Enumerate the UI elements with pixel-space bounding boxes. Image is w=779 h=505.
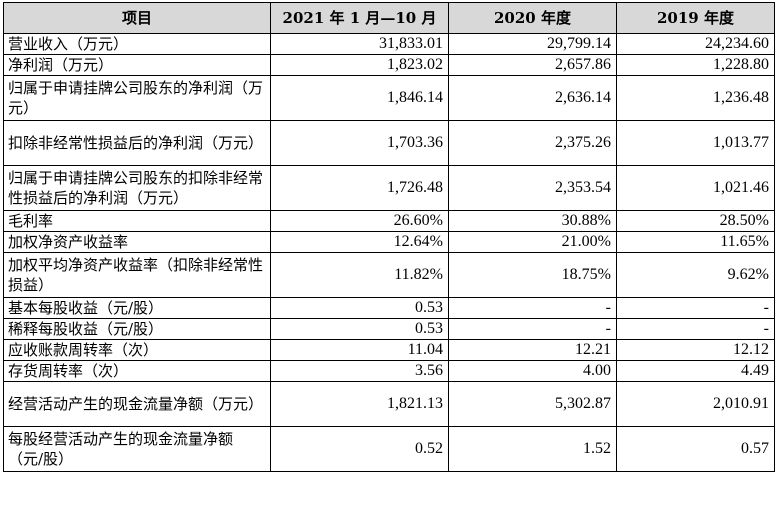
table-row: 营业收入（万元） 31,833.01 29,799.14 24,234.60 — [3, 33, 775, 55]
value-2019: 9.62% — [616, 252, 775, 298]
value-2019: 1,236.48 — [616, 75, 775, 121]
row-label: 归属于申请挂牌公司股东的净利润（万元） — [3, 75, 271, 121]
value-2021: 11.04 — [270, 339, 449, 361]
value-2019: 1,013.77 — [616, 120, 775, 166]
value-2021: 26.60% — [270, 210, 449, 232]
value-2020: 29,799.14 — [448, 33, 617, 55]
row-label: 营业收入（万元） — [3, 33, 271, 55]
value-2020: 18.75% — [448, 252, 617, 298]
value-2019: - — [616, 318, 775, 340]
value-2019: 24,234.60 — [616, 33, 775, 55]
row-label: 加权净资产收益率 — [3, 231, 271, 253]
value-2021: 0.53 — [270, 318, 449, 340]
row-label: 净利润（万元） — [3, 54, 271, 76]
row-label: 扣除非经常性损益后的净利润（万元） — [3, 120, 271, 166]
value-2021: 12.64% — [270, 231, 449, 253]
table-row: 净利润（万元） 1,823.02 2,657.86 1,228.80 — [3, 54, 775, 76]
value-2020: 4.00 — [448, 360, 617, 382]
header-2021: 2021 年 1 月—10 月 — [270, 2, 449, 34]
table-row: 应收账款周转率（次） 11.04 12.21 12.12 — [3, 339, 775, 361]
table-row: 每股经营活动产生的现金流量净额（元/股） 0.52 1.52 0.57 — [3, 426, 775, 472]
table-row: 归属于申请挂牌公司股东的净利润（万元） 1,846.14 2,636.14 1,… — [3, 75, 775, 121]
table-row: 加权平均净资产收益率（扣除非经常性损益） 11.82% 18.75% 9.62% — [3, 252, 775, 298]
row-label: 稀释每股收益（元/股） — [3, 318, 271, 340]
value-2019: 1,228.80 — [616, 54, 775, 76]
header-item: 项目 — [3, 2, 271, 34]
value-2021: 31,833.01 — [270, 33, 449, 55]
value-2019: 4.49 — [616, 360, 775, 382]
value-2020: - — [448, 297, 617, 319]
value-2019: - — [616, 297, 775, 319]
value-2020: 12.21 — [448, 339, 617, 361]
table-row: 归属于申请挂牌公司股东的扣除非经常性损益后的净利润（万元） 1,726.48 2… — [3, 165, 775, 211]
row-label: 存货周转率（次） — [3, 360, 271, 382]
value-2021: 1,846.14 — [270, 75, 449, 121]
value-2020: 2,636.14 — [448, 75, 617, 121]
header-2020: 2020 年度 — [448, 2, 617, 34]
row-label: 经营活动产生的现金流量净额（万元） — [3, 381, 271, 427]
table-row: 扣除非经常性损益后的净利润（万元） 1,703.36 2,375.26 1,01… — [3, 120, 775, 166]
value-2020: 30.88% — [448, 210, 617, 232]
value-2019: 28.50% — [616, 210, 775, 232]
value-2020: 21.00% — [448, 231, 617, 253]
value-2019: 0.57 — [616, 426, 775, 472]
value-2021: 1,821.13 — [270, 381, 449, 427]
row-label: 加权平均净资产收益率（扣除非经常性损益） — [3, 252, 271, 298]
table-row: 经营活动产生的现金流量净额（万元） 1,821.13 5,302.87 2,01… — [3, 381, 775, 427]
table-row: 稀释每股收益（元/股） 0.53 - - — [3, 318, 775, 340]
value-2021: 0.53 — [270, 297, 449, 319]
table-row: 毛利率 26.60% 30.88% 28.50% — [3, 210, 775, 232]
header-2019: 2019 年度 — [616, 2, 775, 34]
value-2020: 2,657.86 — [448, 54, 617, 76]
value-2021: 1,726.48 — [270, 165, 449, 211]
financial-indicators-table: 项目 2021 年 1 月—10 月 2020 年度 2019 年度 营业收入（… — [3, 2, 775, 472]
value-2021: 0.52 — [270, 426, 449, 472]
value-2020: 2,375.26 — [448, 120, 617, 166]
value-2021: 1,823.02 — [270, 54, 449, 76]
value-2021: 1,703.36 — [270, 120, 449, 166]
value-2020: 1.52 — [448, 426, 617, 472]
value-2020: - — [448, 318, 617, 340]
value-2019: 12.12 — [616, 339, 775, 361]
value-2021: 11.82% — [270, 252, 449, 298]
value-2021: 3.56 — [270, 360, 449, 382]
table-row: 基本每股收益（元/股） 0.53 - - — [3, 297, 775, 319]
row-label: 每股经营活动产生的现金流量净额（元/股） — [3, 426, 271, 472]
value-2020: 5,302.87 — [448, 381, 617, 427]
value-2019: 2,010.91 — [616, 381, 775, 427]
row-label: 应收账款周转率（次） — [3, 339, 271, 361]
row-label: 毛利率 — [3, 210, 271, 232]
table-row: 加权净资产收益率 12.64% 21.00% 11.65% — [3, 231, 775, 253]
value-2019: 1,021.46 — [616, 165, 775, 211]
row-label: 归属于申请挂牌公司股东的扣除非经常性损益后的净利润（万元） — [3, 165, 271, 211]
row-label: 基本每股收益（元/股） — [3, 297, 271, 319]
table-row: 存货周转率（次） 3.56 4.00 4.49 — [3, 360, 775, 382]
value-2019: 11.65% — [616, 231, 775, 253]
value-2020: 2,353.54 — [448, 165, 617, 211]
table-header-row: 项目 2021 年 1 月—10 月 2020 年度 2019 年度 — [3, 2, 775, 34]
